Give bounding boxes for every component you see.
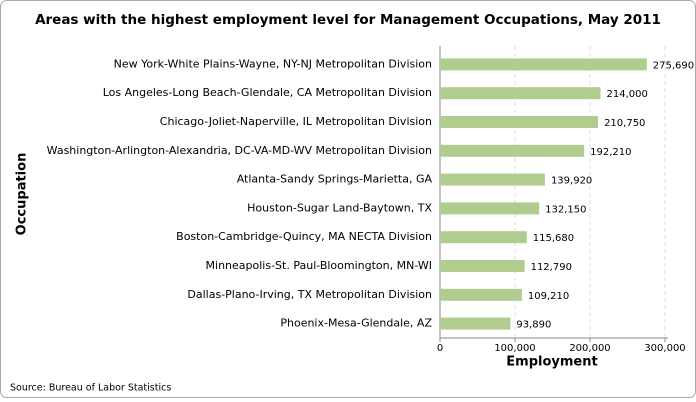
value-label: 109,210 [528,291,569,302]
value-label: 275,690 [653,60,694,71]
y-tick-label: New York-White Plains-Wayne, NY-NJ Metro… [114,57,432,70]
x-tick-label: 100,000 [494,343,535,354]
x-tick-label: 300,000 [644,343,685,354]
y-axis-label: Occupation [15,153,30,236]
value-label: 132,150 [545,204,586,215]
bar [440,87,601,100]
bar [440,231,527,244]
bar [440,317,511,330]
bar [440,58,647,71]
x-axis-label: Employment [506,355,597,370]
value-label: 214,000 [607,89,648,100]
y-tick-label: Chicago-Joliet-Naperville, IL Metropolit… [160,115,432,128]
bar [440,116,599,128]
bar [440,260,525,272]
value-label: 112,790 [531,262,572,273]
bar [440,144,585,157]
y-tick-label: Dallas-Plano-Irving, TX Metropolitan Div… [187,288,432,301]
y-tick-label: Minneapolis-St. Paul-Bloomington, MN-WI [206,259,432,272]
value-label: 93,890 [516,320,551,331]
source: Source: Bureau of Labor Statistics [10,383,171,394]
y-tick-label: Los Angeles-Long Beach-Glendale, CA Metr… [103,86,432,99]
y-tick-label: Boston-Cambridge-Quincy, MA NECTA Divisi… [176,230,432,243]
bar [440,288,522,301]
y-tick-label: Washington-Arlington-Alexandria, DC-VA-M… [47,144,432,157]
y-tick-label: Phoenix-Mesa-Glendale, AZ [280,317,432,330]
value-label: 139,920 [551,176,592,187]
bar [440,173,545,186]
y-tick-label: Atlanta-Sandy Springs-Marietta, GA [237,173,433,186]
value-label: 192,210 [590,147,631,158]
bar [440,202,540,215]
chart-title: Areas with the highest employment level … [35,12,661,28]
x-tick-label: 200,000 [569,343,610,354]
value-label: 115,680 [533,233,574,244]
value-label: 210,750 [604,118,645,129]
y-tick-label: Houston-Sugar Land-Baytown, TX [247,201,432,214]
x-tick-label: 0 [437,343,443,354]
